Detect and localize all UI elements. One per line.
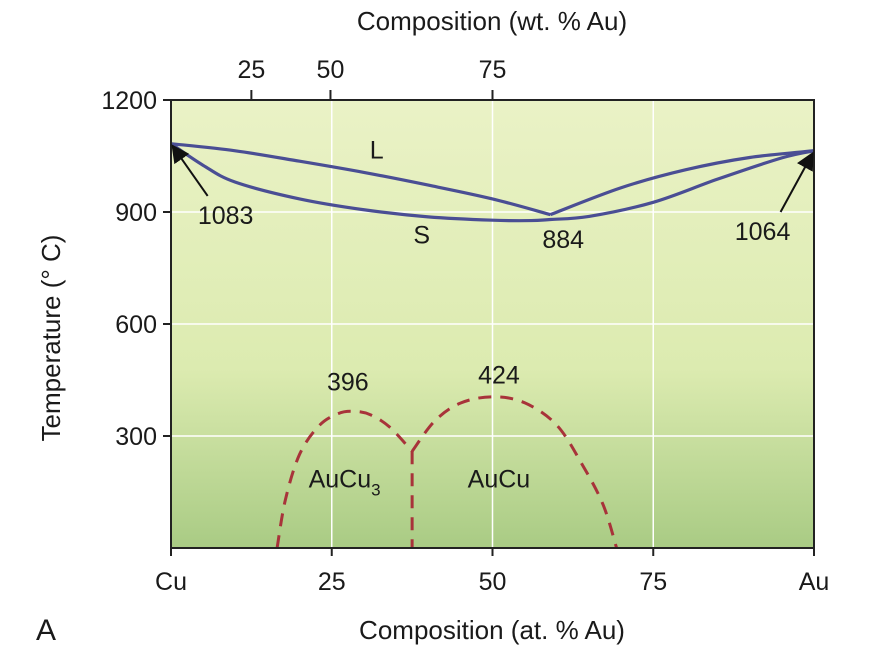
x2-tick-label-0: 25 <box>237 56 265 84</box>
x2-tick-label-1: 50 <box>317 56 345 84</box>
x2-tick-label-2: 75 <box>479 56 507 84</box>
y-tick-label-3: 1200 <box>101 87 157 115</box>
x-tick-label-0: Cu <box>155 568 187 596</box>
panel-label: A <box>36 614 56 647</box>
annotation-424: 424 <box>478 362 520 390</box>
annotation-s: S <box>413 222 430 250</box>
annotation-1064: 1064 <box>735 218 791 246</box>
x-tick-label-4: Au <box>799 568 830 596</box>
series-aucu <box>410 395 619 549</box>
x-axis-title: Composition (at. % Au) <box>359 615 625 645</box>
ticks-layer: Cu 25 50 75 Au 25 50 75 300 600 900 1200 <box>101 56 829 596</box>
annotation-arrow-1083 <box>171 144 209 197</box>
region-label-aucu3: AuCu3 <box>309 466 381 500</box>
series-l <box>170 142 815 217</box>
series-layer <box>170 142 815 549</box>
y-tick-label-2: 900 <box>115 199 157 227</box>
series-s <box>170 142 815 223</box>
x-tick-label-2: 50 <box>479 568 507 596</box>
x-tick-label-3: 75 <box>639 568 667 596</box>
annotation-arrow-1064 <box>779 151 814 213</box>
annotations-layer: L S 1083 884 1064 396 424 AuCu3 AuCu <box>171 137 814 500</box>
y-tick-label-1: 600 <box>115 311 157 339</box>
annotation-884: 884 <box>542 226 584 254</box>
x2-axis-title: Composition (wt. % Au) <box>357 6 627 36</box>
series-aucu3 <box>275 409 414 549</box>
x-tick-label-1: 25 <box>318 568 346 596</box>
grid-lines <box>171 100 814 548</box>
y-axis-title: Temperature (° C) <box>36 235 66 442</box>
annotation-396: 396 <box>327 368 369 396</box>
y-tick-label-0: 300 <box>115 423 157 451</box>
annotation-l: L <box>370 137 384 165</box>
annotation-1083: 1083 <box>198 202 254 230</box>
region-label-aucu: AuCu <box>468 466 531 494</box>
